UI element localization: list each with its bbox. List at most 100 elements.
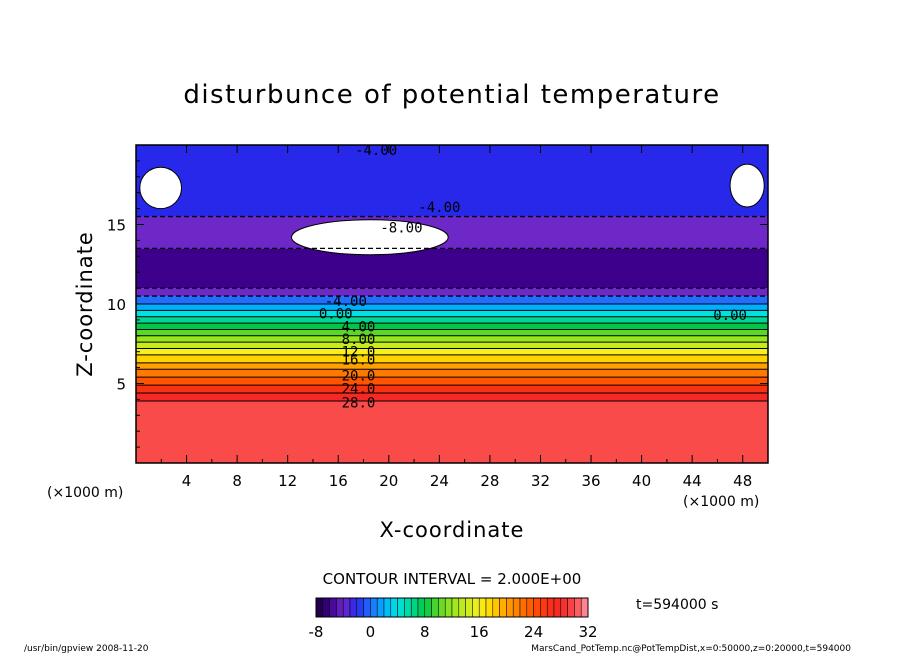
colorbar-cell	[553, 597, 562, 618]
x-unit-right: (×1000 m)	[683, 494, 759, 510]
colorbar-cell	[492, 597, 500, 618]
field-band	[136, 288, 768, 297]
field-band	[136, 316, 768, 324]
colorbar-cell	[390, 597, 398, 618]
y-tick-label: 10	[107, 296, 126, 314]
y-axis-label: Z-coordinate	[73, 231, 97, 377]
colorbar-cell	[404, 597, 412, 618]
colorbar-cell	[567, 597, 575, 618]
colorbar-tick-label: 24	[524, 623, 543, 641]
colorbar-cell	[540, 597, 548, 618]
colorbar-cell	[342, 597, 351, 618]
field-band	[136, 377, 768, 386]
x-tick-label: 4	[182, 472, 192, 490]
colorbar-cell	[519, 597, 528, 618]
field-band	[136, 354, 768, 363]
colorbar-cell	[322, 597, 330, 618]
colorbar-cell	[356, 597, 364, 618]
colorbar-cell	[465, 597, 473, 618]
y-axis-ticks: 5 10 15	[107, 160, 768, 448]
field-band	[136, 335, 768, 343]
colorbar-cell	[376, 597, 385, 618]
colorbar-cell	[451, 597, 460, 618]
y-tick-label: 5	[116, 376, 126, 394]
contour-labels: -4.00-4.00-8.00-4.000.00 0.004.008.0012.0…	[319, 143, 747, 412]
field-band	[136, 296, 768, 304]
x-tick-label: 32	[531, 472, 550, 490]
x-tick-label: 8	[232, 472, 242, 490]
field-band	[136, 310, 768, 317]
field-band	[136, 362, 768, 370]
chart-title: disturbunce of potential temperature	[183, 80, 720, 110]
missing-value-regions	[139, 163, 765, 256]
blank-region	[729, 163, 765, 208]
x-tick-label: 36	[581, 472, 600, 490]
field-band	[136, 145, 768, 217]
colorbar-cell	[580, 597, 589, 618]
colorbar-cell	[410, 597, 419, 618]
plot-area: -4.00-4.00-8.00-4.000.00 0.004.008.0012.0…	[136, 143, 768, 463]
x-tick-label: 16	[329, 472, 348, 490]
colorbar-cell	[499, 597, 507, 618]
x-axis-ticks: 4 8 12 16 20 24 28 32 36 40 44 48	[160, 145, 752, 490]
colorbar-cell	[458, 597, 466, 618]
colorbar	[315, 597, 589, 618]
x-axis-label: X-coordinate	[380, 518, 525, 542]
contour-label: -4.00	[325, 294, 367, 310]
x-tick-label: 40	[632, 472, 651, 490]
colorbar-cell	[329, 597, 337, 618]
colorbar-tick-label: 0	[366, 623, 376, 641]
contour-label: -8.00	[380, 221, 422, 237]
colorbar-cell	[383, 597, 392, 618]
colorbar-tick-label: 32	[578, 623, 597, 641]
field-band	[136, 323, 768, 330]
field-band	[136, 342, 768, 349]
footer-left: /usr/bin/gpview 2008-11-20	[24, 644, 149, 654]
colorbar-tick-labels: -8 0 8 16 24 32	[309, 623, 598, 641]
field-band	[136, 216, 768, 249]
colorbar-cell	[506, 597, 514, 618]
colorbar-cell	[363, 597, 371, 618]
contour-label: -4.00	[418, 200, 460, 216]
field-band	[136, 348, 768, 355]
field-band	[136, 400, 768, 463]
colorbar-cell	[417, 597, 426, 618]
contour-label: 20.0	[342, 369, 376, 385]
colorbar-cell	[315, 597, 324, 618]
x-tick-label: 20	[379, 472, 398, 490]
contour-label: 8.00	[342, 332, 376, 348]
x-tick-label: 12	[278, 472, 297, 490]
colorbar-cell	[546, 597, 555, 618]
colorbar-cell	[336, 597, 344, 618]
field-band	[136, 329, 768, 336]
blank-region	[139, 166, 183, 210]
colorbar-cell	[560, 597, 568, 618]
colorbar-cell	[349, 597, 358, 618]
colorbar-cell	[424, 597, 432, 618]
colorbar-cell	[526, 597, 534, 618]
contour-label: -4.00	[355, 143, 397, 159]
field-band	[136, 304, 768, 311]
x-unit-left: (×1000 m)	[47, 485, 123, 501]
time-label: t=594000 s	[636, 597, 718, 613]
x-tick-label: 48	[733, 472, 752, 490]
y-tick-label: 15	[107, 217, 126, 235]
colorbar-cell	[485, 597, 494, 618]
colorbar-cell	[370, 597, 378, 618]
contour-label: 28.0	[342, 396, 376, 412]
colorbar-cell	[431, 597, 439, 618]
colorbar-tick-label: -8	[309, 623, 324, 641]
colorbar-tick-label: 16	[470, 623, 489, 641]
colorbar-cell	[478, 597, 487, 618]
blank-region	[290, 219, 449, 256]
field-band	[136, 369, 768, 378]
colorbar-tick-label: 8	[420, 623, 430, 641]
contour-label: 0.00	[319, 307, 353, 323]
footer-right: MarsCand_PotTemp.nc@PotTempDist,x=0:5000…	[531, 644, 851, 654]
colorbar-cell	[512, 597, 521, 618]
contour-label: 4.00	[342, 319, 376, 335]
contour-label: 24.0	[342, 381, 376, 397]
colorbar-cell	[438, 597, 446, 618]
contour-interval: CONTOUR INTERVAL = 2.000E+00	[323, 570, 582, 588]
contour-label: 0.00	[713, 308, 747, 324]
